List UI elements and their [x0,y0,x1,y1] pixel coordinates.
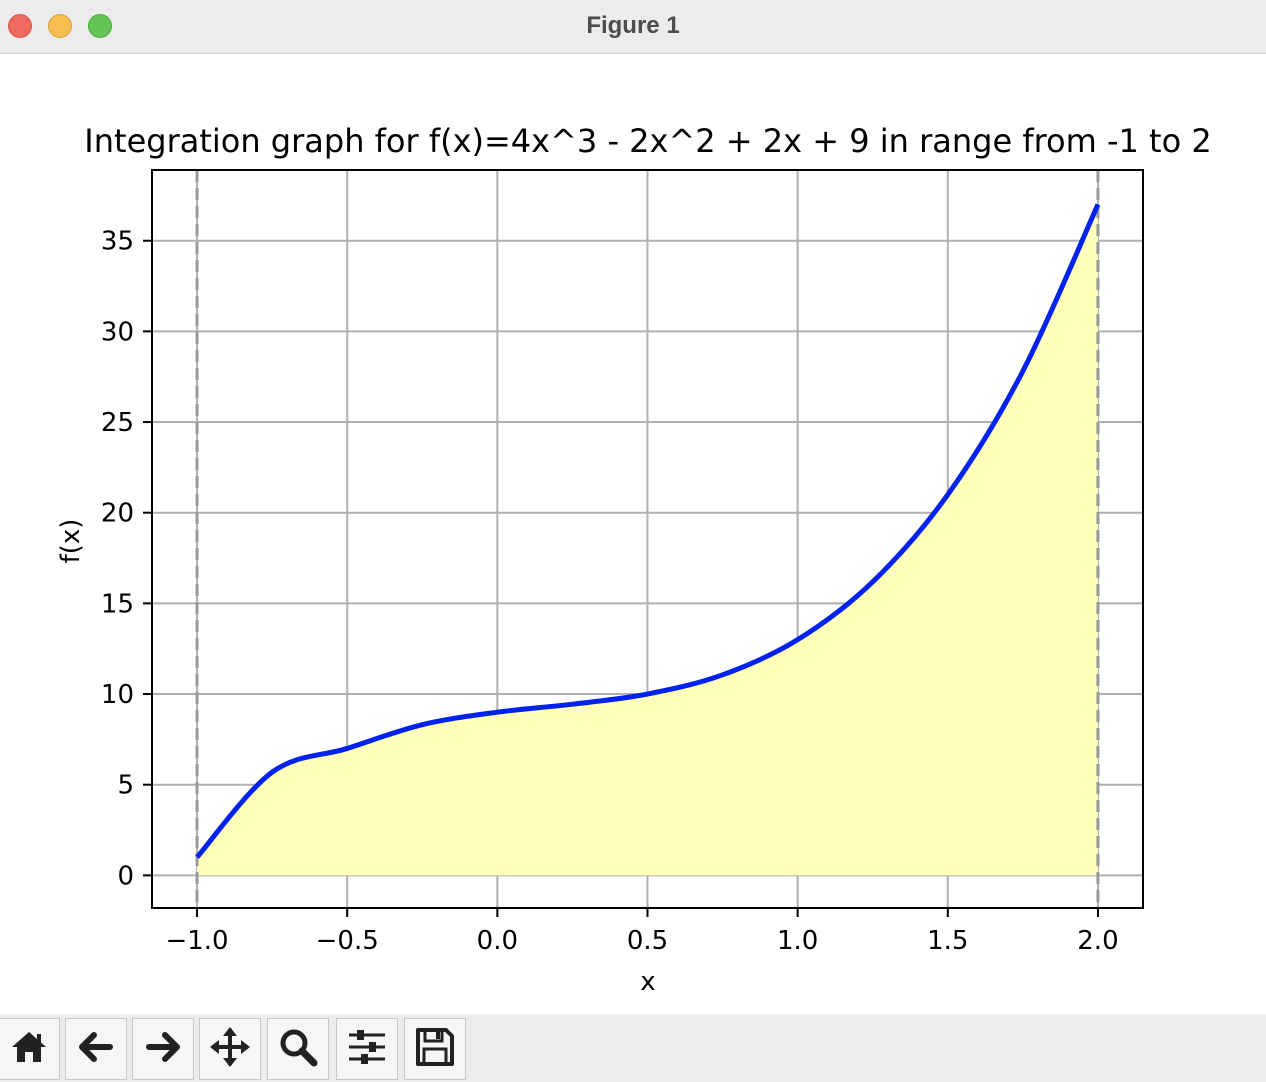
close-window-button[interactable] [8,14,32,38]
zoom-magnifier-icon [277,1026,319,1072]
integral-fill-area [197,204,1098,876]
forward-arrow-icon [143,1027,183,1071]
navigation-toolbar [0,1014,1266,1082]
save-button[interactable] [404,1018,466,1080]
forward-button[interactable] [132,1018,194,1080]
integration-bounds [195,170,1100,908]
y-axis-label: f(x) [56,519,86,564]
home-button[interactable] [0,1018,60,1080]
y-tick-label: 10 [101,680,134,710]
figure-canvas: Integration graph for f(x)=4x^3 - 2x^2 +… [0,54,1266,1014]
configure-subplots-icon [345,1025,389,1073]
y-axis-ticks: 0 5 10 15 20 25 30 35 [101,227,152,891]
chart: Integration graph for f(x)=4x^3 - 2x^2 +… [56,122,1212,997]
window-title: Figure 1 [586,12,680,39]
function-curve [195,203,1101,859]
back-arrow-icon [76,1027,116,1071]
y-tick-label: 25 [101,408,134,438]
x-tick-label: 2.0 [1077,926,1118,956]
maximize-window-button[interactable] [88,14,112,38]
x-tick-label: 1.5 [927,926,968,956]
y-tick-label: 20 [101,499,134,529]
x-axis-ticks: −1.0 −0.5 0.0 0.5 1.0 1.5 2.0 [165,908,1119,956]
x-tick-label: 0.5 [627,926,668,956]
x-tick-label: −0.5 [316,926,379,956]
zoom-button[interactable] [267,1018,329,1080]
x-tick-label: −1.0 [165,926,228,956]
pan-move-icon [208,1025,252,1073]
x-axis-label: x [640,967,655,997]
chart-title: Integration graph for f(x)=4x^3 - 2x^2 +… [84,122,1211,160]
x-tick-label: 1.0 [777,926,818,956]
y-tick-label: 35 [101,227,134,257]
y-tick-label: 0 [117,861,134,891]
y-tick-label: 30 [101,317,134,347]
y-tick-label: 15 [101,589,134,619]
y-tick-label: 5 [117,771,134,801]
pan-button[interactable] [199,1018,261,1080]
save-floppy-icon [414,1026,456,1072]
minimize-window-button[interactable] [48,14,72,38]
window-titlebar: Figure 1 [0,0,1266,54]
back-button[interactable] [65,1018,127,1080]
home-icon [9,1027,49,1071]
x-tick-label: 0.0 [477,926,518,956]
configure-subplots-button[interactable] [336,1018,398,1080]
